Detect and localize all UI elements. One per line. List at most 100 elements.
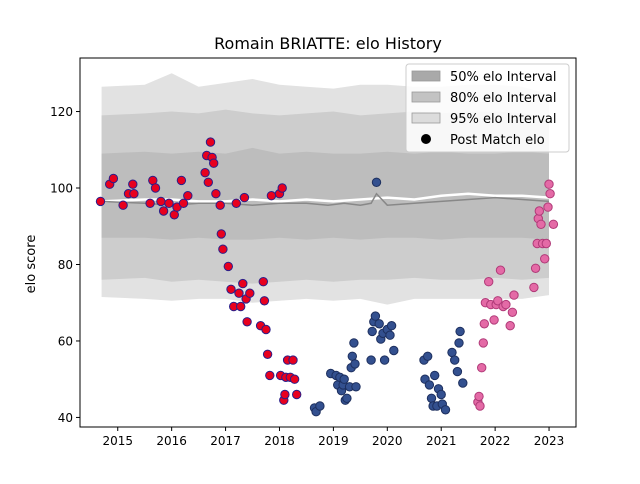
data-point-2-3	[477, 363, 487, 373]
legend-label: 80% elo Interval	[450, 91, 557, 106]
mean-elo-line	[101, 192, 550, 206]
x-tick-label: 2019	[318, 434, 349, 448]
x-axis-ticks: 2015 2016 2017 2018 2019 2020 2021 2022 2023	[102, 427, 564, 448]
x-tick-label: 2017	[210, 434, 241, 448]
data-point-1-23	[374, 319, 384, 329]
data-point-0-13	[169, 210, 180, 220]
data-point-0-26	[216, 229, 227, 239]
data-point-1-15	[349, 338, 359, 348]
data-point-1-33	[423, 351, 433, 361]
data-point-0-0	[95, 196, 106, 207]
band-2	[101, 147, 549, 240]
data-point-2-1	[474, 391, 484, 402]
data-point-2-29	[545, 189, 555, 199]
data-point-1-35	[426, 393, 437, 403]
data-point-0-24	[211, 189, 221, 199]
data-point-0-15	[176, 175, 187, 186]
data-point-1-44	[450, 355, 460, 365]
data-point-0-41	[259, 296, 270, 306]
data-point-1-29	[386, 321, 397, 331]
data-point-0-28	[223, 261, 234, 272]
data-point-0-17	[183, 191, 193, 201]
data-point-0-38	[245, 288, 255, 298]
data-point-1-9	[339, 374, 349, 384]
data-point-0-48	[277, 183, 287, 193]
data-point-2-19	[530, 263, 541, 273]
y-axis-ticks: 40 60 80 100 120	[50, 105, 80, 425]
data-point-0-6	[129, 189, 139, 199]
data-point-2-14	[501, 299, 511, 310]
data-point-1-19	[367, 326, 377, 337]
y-tick-label: 40	[58, 411, 73, 425]
data-point-0-37	[242, 317, 252, 327]
data-point-0-29	[226, 284, 236, 294]
data-point-0-44	[265, 370, 275, 381]
data-point-0-7	[145, 198, 155, 209]
data-point-2-28	[544, 179, 554, 189]
legend-swatch	[411, 91, 441, 103]
data-point-0-12	[164, 198, 174, 209]
y-tick-label: 80	[58, 258, 73, 272]
data-point-2-23	[536, 219, 546, 230]
data-point-1-16	[350, 359, 360, 369]
data-point-1-18	[366, 355, 376, 365]
legend-label: Post Match elo	[450, 133, 545, 148]
legend-label: 95% elo Interval	[450, 112, 557, 127]
data-point-2-15	[505, 321, 515, 331]
elo-lines	[101, 192, 550, 206]
legend: 50% elo Interval 80% elo Interval 95% elo …	[405, 63, 570, 153]
data-point-1-17	[351, 382, 361, 392]
data-point-2-27	[543, 202, 553, 212]
legend-swatch	[411, 70, 441, 82]
data-point-0-34	[238, 278, 248, 289]
data-point-2-26	[541, 238, 551, 249]
post-match-line	[101, 192, 550, 203]
data-point-1-46	[454, 338, 464, 348]
data-point-0-11	[158, 206, 169, 216]
data-point-2-4	[478, 338, 488, 348]
data-point-0-40	[258, 277, 268, 287]
data-point-1-11	[342, 393, 352, 403]
x-tick-label: 2018	[264, 434, 295, 448]
data-point-2-30	[548, 219, 559, 230]
data-point-0-23	[209, 158, 219, 168]
data-point-0-50	[280, 389, 290, 400]
post-match-points	[95, 137, 559, 417]
legend-box	[405, 63, 570, 153]
data-point-0-2	[108, 173, 119, 184]
data-point-2-16	[507, 307, 518, 317]
x-tick-label: 2016	[156, 434, 187, 448]
chart-title: Romain BRIATTE: elo History	[214, 34, 442, 53]
data-point-0-9	[150, 183, 161, 193]
y-axis-label: elo score	[24, 235, 39, 294]
data-point-0-16	[178, 198, 189, 209]
data-point-0-21	[205, 137, 216, 147]
data-point-2-22	[534, 206, 544, 216]
data-point-0-27	[218, 244, 228, 254]
legend-marker	[421, 134, 431, 144]
data-point-1-40	[436, 389, 446, 400]
data-point-2-11	[493, 296, 503, 306]
data-point-0-20	[203, 177, 214, 188]
legend-swatch	[411, 112, 441, 124]
data-point-0-32	[234, 288, 244, 298]
data-point-0-56	[292, 389, 302, 400]
data-point-0-33	[236, 301, 246, 312]
data-point-0-45	[266, 191, 277, 201]
data-point-0-25	[215, 200, 225, 210]
data-point-0-35	[239, 192, 250, 203]
data-point-2-5	[479, 319, 489, 329]
data-point-1-34	[424, 380, 435, 390]
plot-frame	[79, 57, 577, 428]
y-tick-label: 100	[50, 182, 73, 196]
data-point-1-47	[455, 326, 465, 337]
data-point-0-5	[128, 179, 138, 189]
data-point-2-17	[509, 290, 519, 300]
data-point-0-42	[261, 324, 271, 335]
data-point-0-43	[262, 349, 273, 359]
data-point-0-18	[200, 168, 210, 178]
data-point-2-9	[489, 315, 499, 325]
y-tick-label: 120	[50, 105, 73, 119]
x-tick-label: 2015	[102, 434, 133, 448]
data-point-1-48	[458, 378, 468, 388]
